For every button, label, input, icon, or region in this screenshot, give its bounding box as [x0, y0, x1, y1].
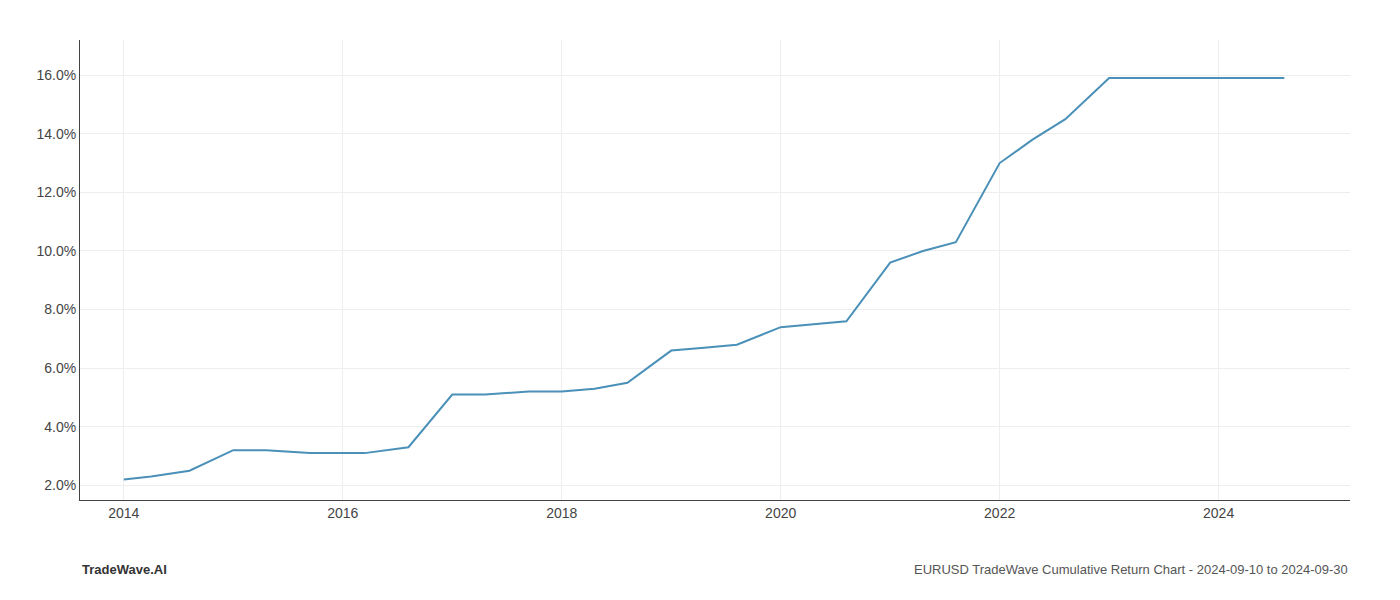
svg-text:4.0%: 4.0% — [44, 419, 76, 435]
svg-text:8.0%: 8.0% — [44, 301, 76, 317]
svg-text:2018: 2018 — [546, 505, 577, 521]
svg-text:2024: 2024 — [1203, 505, 1234, 521]
svg-text:2020: 2020 — [765, 505, 796, 521]
svg-text:EURUSD TradeWave Cumulative Re: EURUSD TradeWave Cumulative Return Chart… — [914, 562, 1348, 577]
svg-text:14.0%: 14.0% — [36, 126, 76, 142]
svg-text:TradeWave.AI: TradeWave.AI — [82, 562, 167, 577]
svg-text:2022: 2022 — [984, 505, 1015, 521]
svg-text:6.0%: 6.0% — [44, 360, 76, 376]
svg-text:10.0%: 10.0% — [36, 243, 76, 259]
svg-text:12.0%: 12.0% — [36, 184, 76, 200]
svg-text:16.0%: 16.0% — [36, 67, 76, 83]
svg-text:2014: 2014 — [108, 505, 139, 521]
svg-text:2.0%: 2.0% — [44, 477, 76, 493]
svg-text:2016: 2016 — [327, 505, 358, 521]
